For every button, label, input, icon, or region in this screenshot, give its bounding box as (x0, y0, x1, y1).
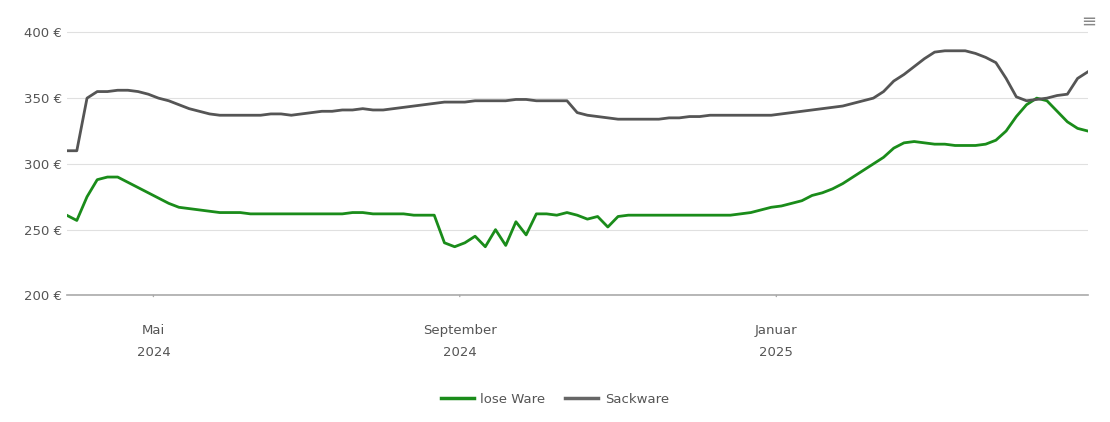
Text: Januar: Januar (755, 324, 798, 337)
Legend: lose Ware, Sackware: lose Ware, Sackware (435, 388, 675, 411)
Text: 2024: 2024 (137, 346, 170, 359)
Text: Mai: Mai (142, 324, 165, 337)
Text: 2024: 2024 (443, 346, 476, 359)
Text: ≡: ≡ (1081, 13, 1097, 31)
Text: September: September (423, 324, 496, 337)
Text: 2025: 2025 (759, 346, 794, 359)
